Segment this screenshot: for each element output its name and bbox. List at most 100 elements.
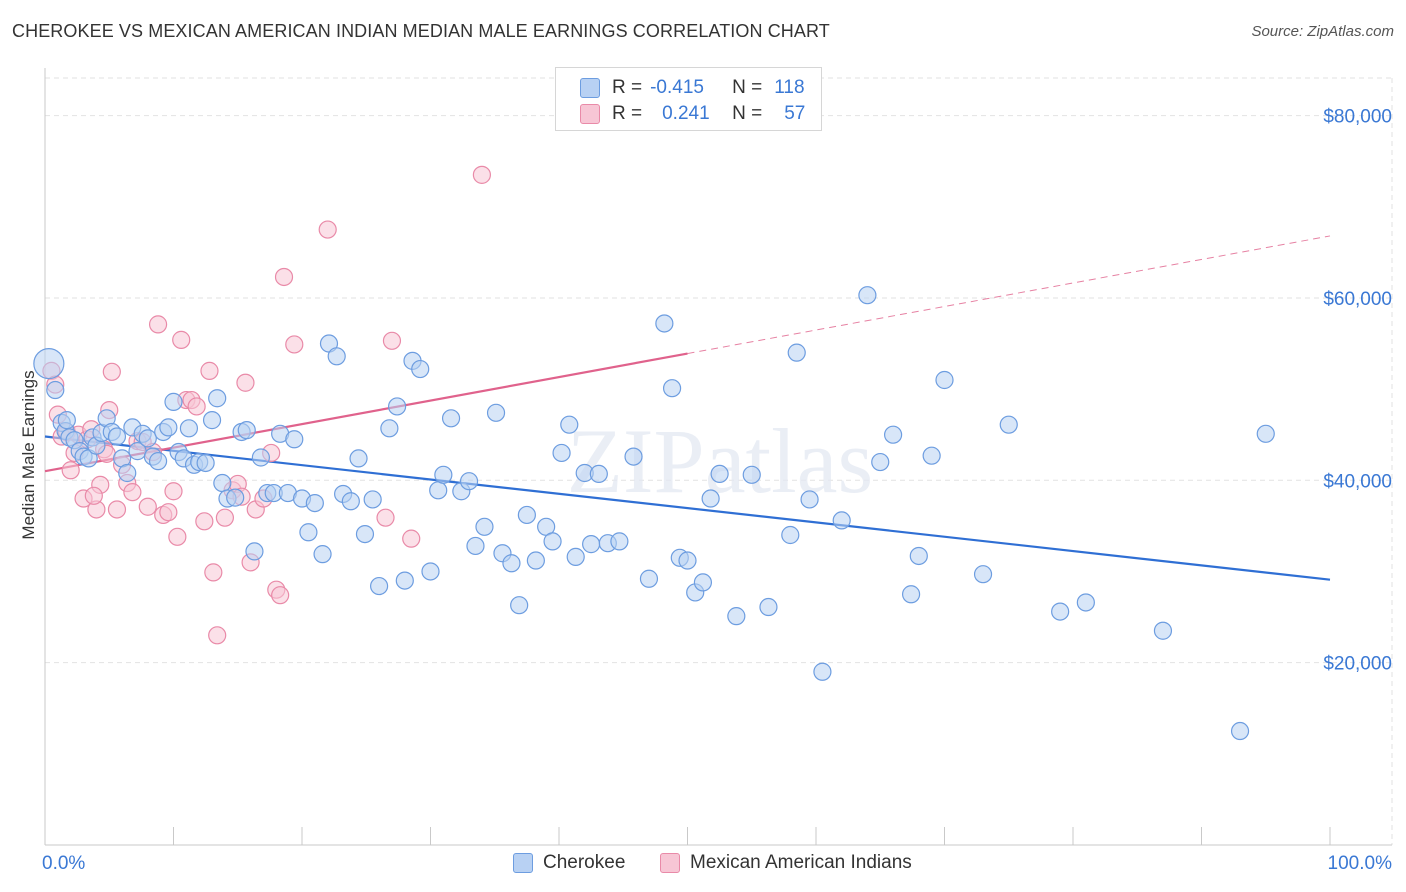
data-point-cherokee xyxy=(543,532,562,551)
bottom-legend-swatch-mexican xyxy=(660,853,680,873)
trend-lines xyxy=(44,235,1331,581)
data-point-cherokee xyxy=(582,535,601,554)
legend-n-value: 57 xyxy=(784,103,806,124)
series-cherokee xyxy=(33,286,1275,741)
data-point-cherokee xyxy=(1076,593,1095,612)
data-point-mexican-american-indians xyxy=(195,512,214,531)
bottom-legend-swatch-cherokee xyxy=(513,853,533,873)
data-point-mexican-american-indians xyxy=(164,482,183,501)
data-point-mexican-american-indians xyxy=(200,361,219,380)
gridlines xyxy=(45,77,1393,845)
data-point-cherokee xyxy=(624,447,643,466)
data-point-cherokee xyxy=(466,536,485,556)
data-point-cherokee xyxy=(196,453,215,473)
data-point-cherokee xyxy=(148,452,168,471)
y-tick-label: $80,000 xyxy=(1323,107,1392,128)
data-point-cherokee xyxy=(510,596,529,615)
data-point-cherokee xyxy=(710,464,729,484)
data-point-cherokee xyxy=(781,525,800,545)
data-point-cherokee xyxy=(883,425,903,444)
data-point-cherokee xyxy=(429,481,448,500)
data-point-mexican-american-indians xyxy=(285,335,304,354)
data-point-cherokee xyxy=(655,314,674,333)
data-point-cherokee xyxy=(226,488,245,507)
legend-swatch-mexican xyxy=(580,104,600,124)
data-point-cherokee xyxy=(858,286,877,305)
legend-n-label: N = xyxy=(732,103,763,124)
data-point-cherokee xyxy=(363,490,382,509)
data-point-cherokee xyxy=(832,511,851,530)
bottom-legend-label-cherokee: Cherokee xyxy=(543,852,626,873)
y-tick-label: $40,000 xyxy=(1323,471,1392,492)
data-point-cherokee xyxy=(502,554,521,573)
data-point-cherokee xyxy=(411,359,430,379)
data-point-cherokee xyxy=(662,379,682,398)
data-point-mexican-american-indians xyxy=(187,397,206,416)
data-point-mexican-american-indians xyxy=(84,486,103,505)
data-point-cherokee xyxy=(727,607,746,626)
data-point-mexican-american-indians xyxy=(204,563,223,582)
data-point-mexican-american-indians xyxy=(236,373,255,392)
data-point-mexican-american-indians xyxy=(172,330,191,349)
data-point-mexican-american-indians xyxy=(138,497,157,516)
data-point-cherokee xyxy=(299,523,318,542)
data-point-cherokee xyxy=(305,493,324,513)
legend-r-value: -0.415 xyxy=(650,77,704,98)
data-point-cherokee xyxy=(285,430,304,449)
data-point-mexican-american-indians xyxy=(148,315,168,334)
legend-r-label: R = xyxy=(612,77,643,98)
data-point-cherokee xyxy=(107,427,127,446)
data-point-cherokee xyxy=(909,546,928,566)
data-point-cherokee xyxy=(202,411,222,430)
data-point-cherokee xyxy=(33,347,65,380)
bottom-legend-cherokee: Cherokee xyxy=(513,852,625,874)
data-point-cherokee xyxy=(355,524,375,544)
data-point-cherokee xyxy=(517,505,536,525)
data-point-cherokee xyxy=(387,397,407,416)
legend-n-value: 118 xyxy=(774,77,805,98)
data-point-cherokee xyxy=(46,380,65,400)
x-tick-labels: 0.0% 100.0% xyxy=(42,853,1392,874)
data-point-mexican-american-indians xyxy=(271,586,290,605)
data-point-cherokee xyxy=(380,419,399,438)
data-point-cherokee xyxy=(589,464,608,484)
chart-title: CHEROKEE VS MEXICAN AMERICAN INDIAN MEDI… xyxy=(12,21,830,41)
data-point-cherokee xyxy=(349,449,368,468)
data-point-cherokee xyxy=(566,547,585,566)
data-point-cherokee xyxy=(57,411,76,430)
data-point-cherokee xyxy=(1153,621,1173,640)
data-point-cherokee xyxy=(759,597,778,617)
data-point-mexican-american-indians xyxy=(382,331,402,350)
data-point-cherokee xyxy=(742,465,761,484)
data-point-cherokee xyxy=(800,490,819,509)
data-point-cherokee xyxy=(901,585,921,604)
data-point-mexican-american-indians xyxy=(274,267,294,287)
data-point-mexican-american-indians xyxy=(472,165,491,184)
data-point-cherokee xyxy=(526,551,545,570)
data-point-cherokee xyxy=(441,409,461,428)
data-point-cherokee xyxy=(395,571,414,590)
data-point-cherokee xyxy=(475,517,494,536)
bottom-legend-mexican: Mexican American Indians xyxy=(660,852,912,874)
data-point-cherokee xyxy=(179,419,199,438)
data-point-cherokee xyxy=(118,463,137,483)
data-point-cherokee xyxy=(552,443,571,463)
data-point-mexican-american-indians xyxy=(208,626,227,645)
data-point-cherokee xyxy=(486,403,506,422)
data-point-cherokee xyxy=(251,448,270,467)
data-point-cherokee xyxy=(459,472,479,491)
data-point-cherokee xyxy=(1230,721,1250,741)
data-point-cherokee xyxy=(237,421,256,440)
legend-swatch-cherokee xyxy=(580,78,600,98)
data-point-mexican-american-indians xyxy=(102,362,121,381)
y-tick-labels: $20,000 $40,000 $60,000 $80,000 xyxy=(1323,107,1392,675)
y-axis-label: Median Male Earnings xyxy=(19,370,38,539)
data-point-cherokee xyxy=(999,415,1018,434)
legend-row-cherokee: R = -0.415 N = 118 xyxy=(580,76,805,100)
x-tick-label: 100.0% xyxy=(1328,853,1393,874)
data-point-mexican-american-indians xyxy=(168,527,187,546)
data-point-cherokee xyxy=(164,392,183,411)
bottom-legend-label-mexican: Mexican American Indians xyxy=(690,852,912,873)
legend: R = -0.415 N = 118 R = 0.241 N = 57 xyxy=(555,67,822,131)
